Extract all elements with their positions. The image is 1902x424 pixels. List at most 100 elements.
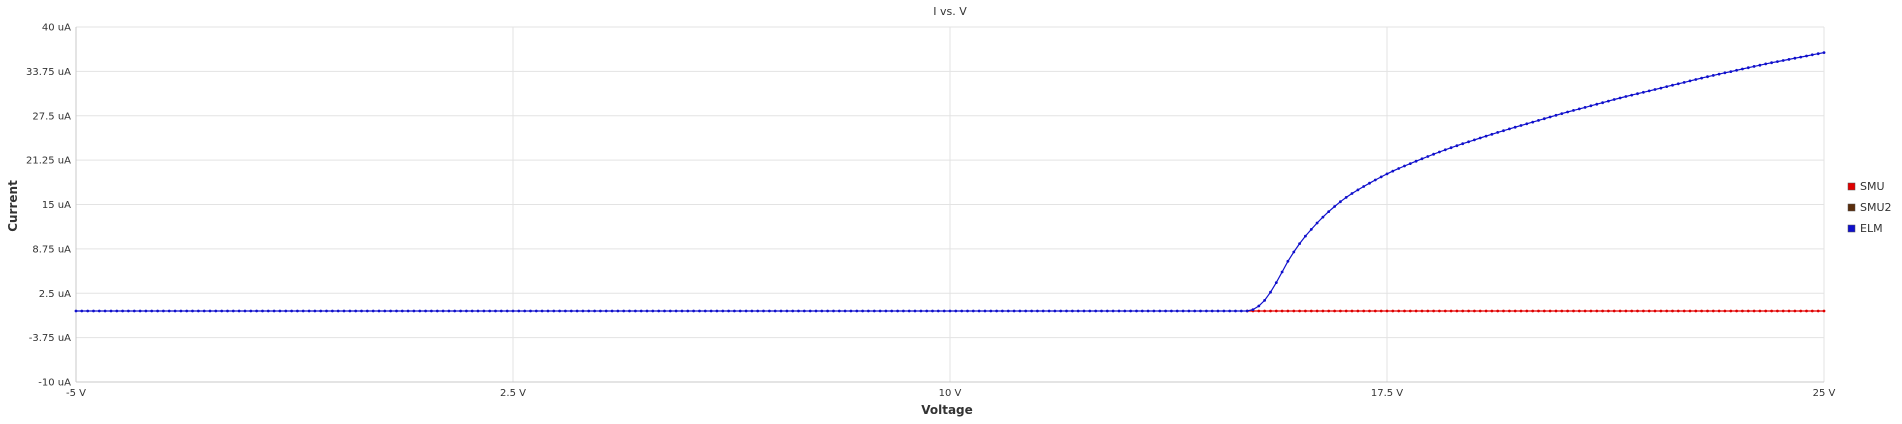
data-point-smu	[1816, 309, 1820, 313]
legend-label-smu[interactable]: SMU	[1860, 180, 1885, 193]
data-point-smu	[1286, 309, 1290, 313]
data-point-elm	[1799, 55, 1803, 59]
y-tick-label: 33.75 uA	[26, 67, 71, 78]
data-point-elm	[179, 309, 183, 313]
data-point-elm	[1810, 53, 1814, 57]
data-point-elm	[1036, 309, 1039, 313]
data-point-smu	[1327, 309, 1331, 313]
data-point-elm	[1274, 281, 1278, 284]
legend[interactable]: SMU SMU2 ELM	[1847, 180, 1892, 235]
data-point-elm	[907, 309, 911, 313]
data-point-smu	[1682, 309, 1686, 313]
data-point-smu	[1711, 309, 1715, 313]
data-point-elm	[604, 309, 608, 313]
data-point-elm	[511, 309, 515, 313]
data-point-elm	[1222, 309, 1226, 313]
data-point-elm	[1047, 309, 1051, 313]
data-point-elm	[616, 309, 620, 313]
data-point-smu	[1508, 309, 1511, 313]
data-point-elm	[1449, 146, 1453, 150]
data-point-elm	[826, 309, 829, 313]
data-point-elm	[721, 309, 725, 313]
data-point-elm	[465, 309, 468, 313]
data-point-smu	[1368, 309, 1371, 313]
data-point-elm	[1368, 181, 1371, 185]
data-point-elm	[266, 309, 270, 313]
data-point-smu	[1676, 309, 1680, 313]
data-point-elm	[470, 309, 474, 313]
x-tick-label: 2.5 V	[500, 388, 526, 399]
data-point-elm	[1076, 309, 1080, 313]
data-point-smu	[1478, 309, 1482, 313]
x-axis-ticks: -5 V 2.5 V 10 V 17.5 V 25 V	[66, 388, 1836, 399]
legend-swatch-elm[interactable]	[1847, 224, 1856, 233]
data-point-elm	[1682, 81, 1686, 84]
data-point-elm	[1315, 221, 1319, 225]
data-point-elm	[1059, 309, 1063, 313]
data-point-elm	[1508, 127, 1511, 131]
data-point-elm	[552, 309, 556, 313]
data-point-elm	[966, 309, 969, 313]
data-point-elm	[564, 309, 567, 313]
data-point-elm	[1490, 132, 1494, 136]
data-point-elm	[1181, 309, 1185, 313]
data-point-elm	[872, 309, 876, 313]
data-point-elm	[1269, 290, 1272, 294]
data-point-elm	[1298, 242, 1301, 246]
data-point-elm	[103, 309, 107, 313]
data-point-elm	[622, 309, 626, 313]
grid	[75, 26, 1825, 383]
data-point-elm	[1391, 169, 1395, 173]
data-point-smu	[1735, 309, 1738, 313]
data-point-elm	[185, 309, 189, 313]
data-point-elm	[797, 309, 800, 313]
data-point-elm	[418, 309, 422, 313]
y-axis-ticks: 40 uA 33.75 uA 27.5 uA 21.25 uA 15 uA 8.75 uA…	[26, 23, 71, 389]
data-point-smu	[1420, 309, 1424, 313]
data-point-elm	[663, 309, 666, 313]
legend-swatch-smu[interactable]	[1847, 182, 1856, 191]
data-point-elm	[692, 309, 695, 313]
data-point-smu	[1432, 309, 1435, 313]
data-point-elm	[936, 309, 940, 313]
data-point-elm	[1362, 185, 1366, 188]
data-point-elm	[1793, 56, 1797, 60]
data-point-elm	[680, 309, 684, 313]
data-point-smu	[1805, 309, 1808, 313]
data-point-elm	[1525, 122, 1529, 126]
data-point-elm	[1746, 66, 1750, 70]
data-point-elm	[709, 309, 713, 313]
data-point-elm	[1822, 51, 1826, 54]
data-point-smu	[1776, 309, 1779, 313]
data-point-elm	[290, 309, 293, 313]
legend-label-elm[interactable]: ELM	[1860, 222, 1883, 235]
data-point-elm	[1781, 59, 1785, 62]
data-point-elm	[1286, 259, 1290, 263]
data-point-elm	[1030, 309, 1033, 313]
x-tick-label: 17.5 V	[1371, 388, 1403, 399]
data-point-elm	[1432, 152, 1435, 156]
data-point-smu	[1513, 309, 1517, 313]
data-point-smu	[1607, 309, 1610, 313]
data-point-elm	[1676, 82, 1680, 86]
data-point-elm	[202, 309, 206, 313]
data-point-elm	[558, 309, 561, 313]
data-point-smu	[1473, 309, 1476, 313]
data-point-elm	[587, 309, 591, 313]
data-point-elm	[1741, 67, 1744, 71]
data-point-elm	[1205, 309, 1208, 313]
data-point-elm	[1618, 96, 1622, 100]
data-point-smu	[1781, 309, 1785, 313]
data-point-smu	[1793, 309, 1797, 313]
data-point-elm	[948, 309, 952, 313]
legend-label-smu2[interactable]: SMU2	[1860, 201, 1892, 214]
data-point-smu	[1758, 309, 1762, 313]
data-point-smu	[1344, 309, 1348, 313]
legend-swatch-smu2[interactable]	[1847, 203, 1856, 212]
y-tick-label: 15 uA	[42, 200, 71, 211]
data-point-elm	[1706, 75, 1709, 79]
data-point-elm	[540, 309, 544, 313]
data-point-elm	[1624, 95, 1628, 98]
data-point-elm	[1717, 72, 1721, 76]
data-point-elm	[1502, 129, 1505, 133]
